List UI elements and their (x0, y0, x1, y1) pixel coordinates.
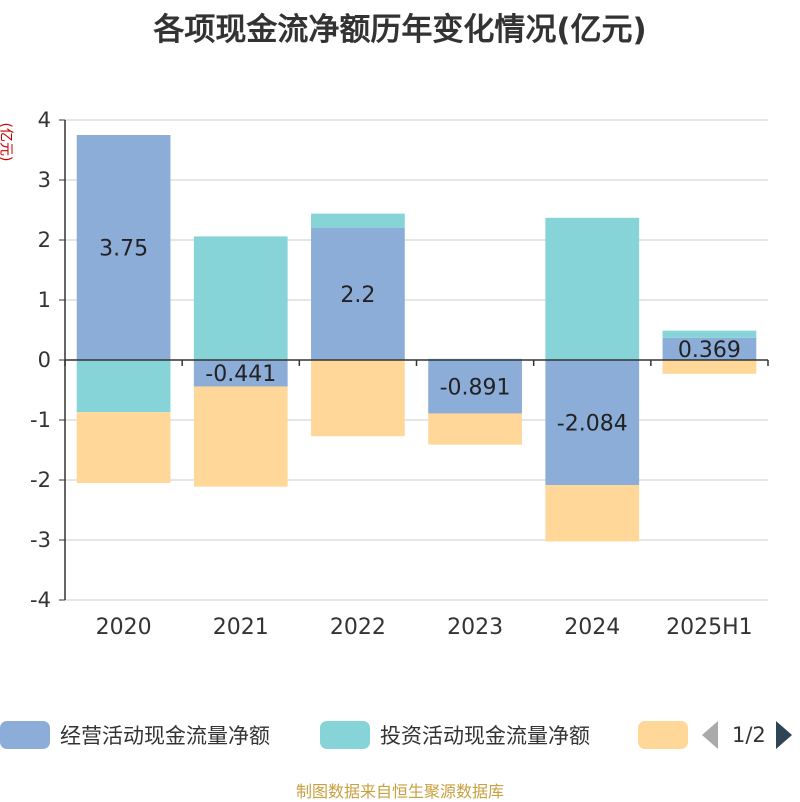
legend-item-financing[interactable] (638, 716, 688, 754)
legend: 经营活动现金流量净额 投资活动现金流量净额 (0, 716, 800, 754)
legend-item-investing[interactable]: 投资活动现金流量净额 (320, 716, 590, 754)
bar-chart: 4 3 2 1 0 -1 -2 -3 -4 2020 2021 2022 2023 2024 2025H1 3… (30, 108, 769, 640)
operating-bar (193, 360, 288, 387)
x-tick-label: 2023 (447, 615, 503, 640)
investing-bar (545, 217, 640, 360)
y-tick-label: 2 (38, 228, 51, 252)
operating-bar (311, 228, 405, 360)
operating-bar (545, 360, 640, 486)
legend-pager: 1/2 (700, 716, 800, 754)
source-note: 制图数据来自恒生聚源数据库 (295, 782, 504, 801)
data-label: 2.2 (340, 283, 375, 308)
previous-page-icon[interactable] (702, 721, 718, 749)
financing-bar (76, 412, 171, 483)
investing-bar (193, 236, 288, 360)
chart-title: 各项现金流净额历年变化情况(亿元) (153, 12, 647, 48)
legend-label-operating: 经营活动现金流量净额 (60, 724, 270, 748)
financing-bar (545, 485, 640, 542)
financing-bar (662, 360, 757, 374)
operating-bar (662, 337, 757, 360)
y-tick-label: -2 (30, 468, 51, 492)
x-tick-label: 2021 (213, 615, 269, 640)
x-tick-label: 2020 (96, 615, 152, 640)
next-page-icon[interactable] (775, 721, 792, 749)
y-tick-label: 1 (38, 288, 51, 312)
investing-bar (76, 360, 171, 413)
data-label: 3.75 (99, 237, 148, 262)
legend-page-indicator: 1/2 (732, 723, 766, 747)
legend-item-operating[interactable]: 经营活动现金流量净额 (0, 716, 270, 754)
legend-swatch-operating (0, 721, 50, 749)
data-label: -0.441 (205, 362, 276, 387)
y-tick-label: 3 (38, 168, 51, 192)
y-tick-label: 0 (38, 348, 51, 372)
financing-bar (428, 413, 522, 445)
y-tick-label: -4 (30, 588, 51, 612)
legend-swatch-investing (320, 721, 370, 749)
y-tick-label: -1 (30, 408, 51, 432)
y-tick-label: 4 (38, 108, 51, 132)
legend-label-investing: 投资活动现金流量净额 (380, 724, 590, 748)
x-tick-label: 2025H1 (666, 615, 753, 640)
operating-bar (76, 135, 171, 360)
data-label: -0.891 (440, 376, 511, 401)
legend-swatch-financing (638, 721, 688, 749)
data-label: 0.369 (678, 338, 741, 363)
y-tick-label: -3 (30, 528, 51, 552)
financing-bar (311, 360, 405, 437)
investing-bar (311, 213, 405, 228)
operating-bar (428, 360, 522, 414)
data-label: -2.084 (557, 412, 628, 437)
financing-bar (193, 386, 288, 487)
x-tick-label: 2024 (564, 615, 620, 640)
x-tick-label: 2022 (330, 615, 386, 640)
investing-bar (662, 330, 757, 338)
